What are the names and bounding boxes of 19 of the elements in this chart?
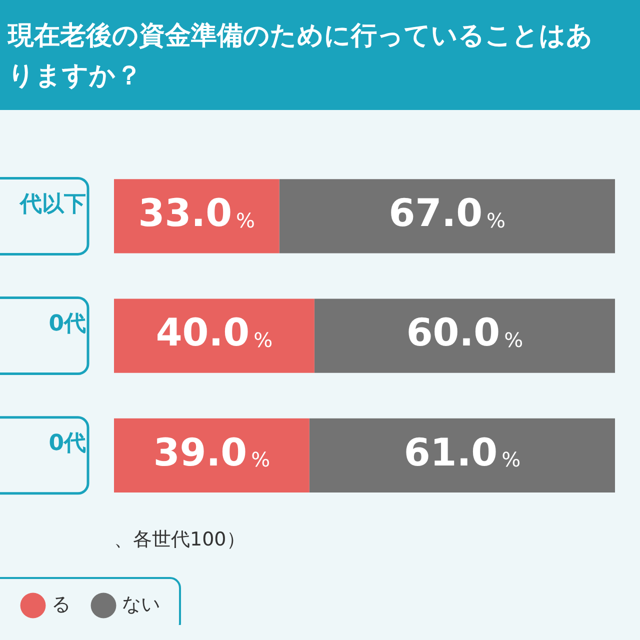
data-label: 67.0% xyxy=(388,191,506,236)
data-label: 40.0% xyxy=(156,310,273,355)
chart-title: 現在老後の資金準備のために行っていることはありますか？ xyxy=(8,20,594,93)
bar xyxy=(309,418,615,492)
y-tick-label: 代以下 xyxy=(19,192,86,217)
bar xyxy=(279,179,615,254)
text: 、各世代100） xyxy=(114,528,246,551)
bar xyxy=(114,418,310,492)
y-tick-label: 0代 xyxy=(48,431,86,456)
data-label: 61.0% xyxy=(404,430,521,474)
data-label: 33.0% xyxy=(138,191,256,236)
bar xyxy=(114,298,314,373)
y-tick-label: 0代 xyxy=(48,312,86,337)
bar xyxy=(114,179,280,254)
data-label: 60.0% xyxy=(406,310,524,355)
legend-label: ない xyxy=(122,593,160,616)
bar xyxy=(314,298,615,373)
legend-label: る xyxy=(52,593,70,616)
data-label: 39.0% xyxy=(153,430,270,474)
